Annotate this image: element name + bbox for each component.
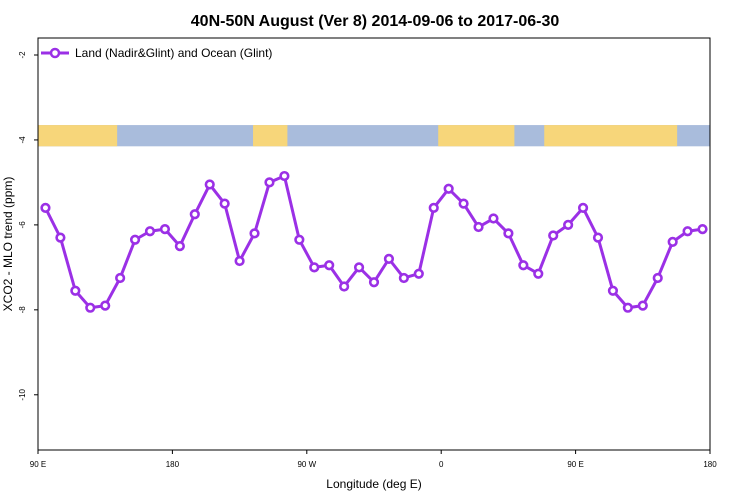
- data-point: [144, 226, 156, 237]
- y-axis-ticks: -2 -4 -6 -8 -10: [18, 51, 38, 401]
- map-strip-ocean-base: [38, 125, 710, 147]
- x-tick-label: 180: [703, 460, 717, 469]
- data-point: [368, 277, 380, 288]
- data-point: [488, 213, 499, 224]
- map-strip-land-3: [544, 125, 678, 147]
- data-point: [398, 272, 409, 284]
- data-point: [697, 224, 708, 235]
- data-point: [279, 170, 290, 182]
- world-map-strip: [38, 125, 710, 147]
- x-tick-label: 90 E: [567, 460, 583, 469]
- data-point: [682, 226, 693, 237]
- data-point: [413, 268, 424, 279]
- data-point: [458, 198, 469, 209]
- legend-label: Land (Nadir&Glint) and Ocean (Glint): [75, 46, 272, 60]
- data-point: [219, 198, 230, 209]
- data-point: [443, 183, 454, 194]
- x-tick-label: 0: [439, 460, 444, 469]
- data-point: [563, 219, 574, 230]
- map-strip-land-2: [438, 125, 515, 147]
- data-point: [115, 272, 126, 284]
- data-point: [249, 228, 260, 239]
- y-tick-label: -6: [18, 221, 27, 229]
- data-point: [533, 268, 544, 279]
- data-point: [129, 234, 141, 245]
- map-strip-land-1: [253, 125, 288, 147]
- data-point: [234, 255, 245, 267]
- legend-marker-swatch: [49, 47, 61, 59]
- y-tick-label: -4: [18, 136, 27, 144]
- legend: Land (Nadir&Glint) and Ocean (Glint): [41, 46, 272, 60]
- map-strip-land-0: [38, 125, 118, 147]
- series-line: [44, 174, 703, 310]
- data-point: [55, 232, 66, 243]
- data-point: [159, 224, 171, 235]
- data-point: [548, 230, 559, 241]
- data-point: [503, 228, 514, 239]
- data-point: [70, 285, 81, 296]
- plot-frame: [37, 37, 711, 451]
- y-tick-label: -8: [18, 306, 27, 314]
- data-point: [174, 241, 185, 252]
- y-axis-label: XCO2 - MLO trend (ppm): [1, 177, 15, 312]
- data-point: [264, 177, 275, 188]
- data-point: [667, 236, 678, 247]
- x-tick-label: 90 W: [297, 460, 316, 469]
- data-point: [518, 260, 529, 271]
- data-point: [294, 234, 305, 245]
- data-point: [324, 260, 335, 271]
- data-point: [473, 221, 484, 233]
- data-point: [40, 202, 51, 213]
- data-point: [652, 272, 663, 284]
- data-point: [309, 262, 320, 273]
- data-point: [85, 302, 96, 313]
- data-point: [622, 302, 633, 313]
- data-point: [637, 300, 648, 311]
- x-axis-ticks: 90 E 180 90 W 0 90 E 180: [30, 450, 717, 469]
- data-point: [189, 209, 200, 220]
- series-layer: [40, 170, 708, 313]
- y-tick-label: -10: [18, 388, 27, 400]
- x-tick-label: 180: [166, 460, 180, 469]
- data-point: [100, 300, 111, 311]
- x-axis-label: Longitude (deg E): [326, 477, 421, 491]
- data-point: [592, 232, 604, 243]
- x-tick-label: 90 E: [30, 460, 46, 469]
- data-point: [339, 281, 350, 292]
- data-point: [353, 262, 365, 273]
- data-point: [577, 202, 589, 213]
- data-point: [383, 253, 395, 264]
- y-tick-label: -2: [18, 51, 27, 59]
- data-point: [204, 179, 215, 190]
- data-point: [607, 285, 619, 296]
- chart-title: 40N-50N August (Ver 8) 2014-09-06 to 201…: [191, 13, 560, 30]
- data-point: [428, 202, 439, 213]
